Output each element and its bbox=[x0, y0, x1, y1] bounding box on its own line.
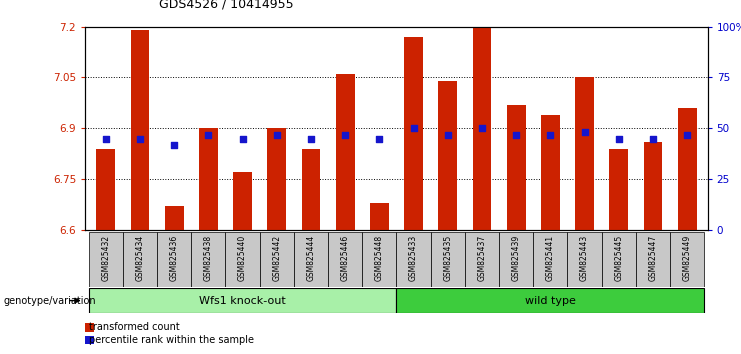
Bar bbox=[609, 149, 628, 230]
Bar bbox=[259, 232, 294, 287]
Point bbox=[100, 136, 112, 141]
Text: genotype/variation: genotype/variation bbox=[4, 296, 96, 306]
Bar bbox=[507, 104, 525, 230]
Point bbox=[511, 132, 522, 138]
Text: GSM825446: GSM825446 bbox=[341, 235, 350, 281]
Bar bbox=[404, 37, 423, 230]
Text: GSM825433: GSM825433 bbox=[409, 235, 418, 281]
Bar bbox=[396, 288, 704, 313]
Bar bbox=[130, 30, 150, 230]
Point bbox=[647, 136, 659, 141]
Bar bbox=[541, 115, 559, 230]
Text: GSM825435: GSM825435 bbox=[443, 235, 452, 281]
Point bbox=[168, 142, 180, 148]
Bar bbox=[465, 232, 499, 287]
Point bbox=[408, 125, 419, 131]
Point bbox=[202, 132, 214, 138]
Bar bbox=[89, 232, 123, 287]
Text: GSM825434: GSM825434 bbox=[136, 235, 144, 281]
Bar bbox=[473, 27, 491, 230]
Point bbox=[236, 136, 248, 141]
Bar bbox=[678, 108, 697, 230]
Bar bbox=[568, 232, 602, 287]
Point bbox=[270, 132, 282, 138]
Bar bbox=[439, 81, 457, 230]
Bar bbox=[431, 232, 465, 287]
Text: GSM825438: GSM825438 bbox=[204, 235, 213, 281]
Point bbox=[373, 136, 385, 141]
Bar bbox=[575, 78, 594, 230]
Text: GSM825444: GSM825444 bbox=[307, 235, 316, 281]
Bar bbox=[268, 128, 286, 230]
Bar bbox=[499, 232, 534, 287]
Bar bbox=[233, 172, 252, 230]
Bar bbox=[157, 232, 191, 287]
Bar bbox=[396, 232, 431, 287]
Bar bbox=[636, 232, 670, 287]
Point bbox=[579, 129, 591, 135]
Bar bbox=[643, 142, 662, 230]
Point bbox=[442, 132, 453, 138]
Text: wild type: wild type bbox=[525, 296, 576, 306]
Bar bbox=[336, 74, 354, 230]
Bar bbox=[225, 232, 259, 287]
Text: GSM825436: GSM825436 bbox=[170, 235, 179, 281]
Text: GSM825441: GSM825441 bbox=[546, 235, 555, 281]
Point bbox=[545, 132, 556, 138]
Bar bbox=[362, 232, 396, 287]
Bar bbox=[328, 232, 362, 287]
Bar bbox=[191, 232, 225, 287]
Bar bbox=[670, 232, 704, 287]
Text: GSM825443: GSM825443 bbox=[580, 235, 589, 281]
Bar bbox=[370, 203, 389, 230]
Bar bbox=[89, 288, 396, 313]
Point bbox=[339, 132, 351, 138]
Text: GSM825437: GSM825437 bbox=[477, 235, 486, 281]
Text: Wfs1 knock-out: Wfs1 knock-out bbox=[199, 296, 286, 306]
Text: GDS4526 / 10414955: GDS4526 / 10414955 bbox=[159, 0, 294, 11]
Point bbox=[476, 125, 488, 131]
Text: GSM825432: GSM825432 bbox=[102, 235, 110, 281]
Bar bbox=[165, 206, 184, 230]
Text: transformed count: transformed count bbox=[89, 322, 179, 332]
Point bbox=[613, 136, 625, 141]
Point bbox=[681, 132, 693, 138]
Text: GSM825442: GSM825442 bbox=[272, 235, 282, 281]
Text: GSM825448: GSM825448 bbox=[375, 235, 384, 281]
Bar bbox=[199, 128, 218, 230]
Bar bbox=[302, 149, 320, 230]
Bar bbox=[602, 232, 636, 287]
Bar bbox=[294, 232, 328, 287]
Text: GSM825449: GSM825449 bbox=[682, 235, 691, 281]
Bar bbox=[123, 232, 157, 287]
Point bbox=[305, 136, 317, 141]
Point bbox=[134, 136, 146, 141]
Bar bbox=[96, 149, 115, 230]
Text: GSM825445: GSM825445 bbox=[614, 235, 623, 281]
Text: GSM825447: GSM825447 bbox=[648, 235, 657, 281]
Bar bbox=[534, 232, 568, 287]
Text: GSM825440: GSM825440 bbox=[238, 235, 247, 281]
Text: GSM825439: GSM825439 bbox=[511, 235, 521, 281]
Text: percentile rank within the sample: percentile rank within the sample bbox=[89, 335, 254, 345]
